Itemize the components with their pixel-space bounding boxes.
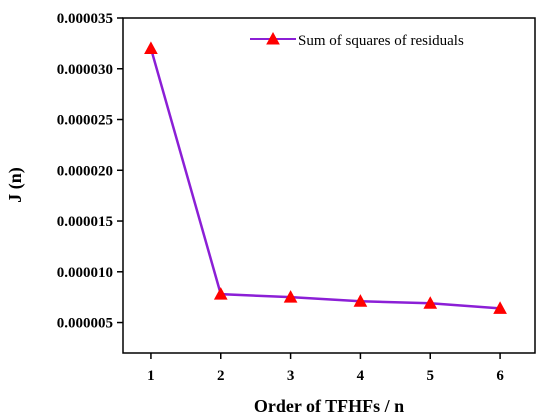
y-axis-title: J (n) xyxy=(5,167,26,203)
y-tick-label: 0.000025 xyxy=(57,113,113,129)
data-point-marker xyxy=(283,290,298,303)
y-tick-label: 0.000015 xyxy=(57,214,113,230)
x-tick-label: 6 xyxy=(496,368,504,384)
legend-label: Sum of squares of residuals xyxy=(298,33,464,49)
x-axis-ticks: 1 2 3 4 5 6 xyxy=(147,353,504,384)
data-point-marker xyxy=(213,287,228,300)
series-line xyxy=(149,48,501,310)
y-tick-label: 0.000005 xyxy=(57,316,113,332)
x-tick-label: 4 xyxy=(357,368,365,384)
series-layer xyxy=(144,41,507,314)
y-tick-label: 0.000030 xyxy=(57,62,113,78)
data-point-marker xyxy=(144,41,158,54)
data-point-marker xyxy=(423,296,438,309)
x-axis-title: Order of TFHFs / n xyxy=(254,396,404,416)
x-tick-label: 5 xyxy=(427,368,435,384)
plot-frame xyxy=(122,17,536,354)
data-point-marker xyxy=(353,294,368,307)
legend: Sum of squares of residuals xyxy=(250,31,464,49)
x-tick-label: 1 xyxy=(147,368,155,384)
y-tick-label: 0.000010 xyxy=(57,265,113,281)
y-tick-label: 0.000020 xyxy=(57,163,113,179)
x-tick-label: 2 xyxy=(217,368,225,384)
y-axis-ticks: 0.000005 0.000010 0.000015 0.000020 0.000025… xyxy=(57,11,123,332)
y-tick-label: 0.000035 xyxy=(57,11,113,27)
data-point-marker xyxy=(493,301,507,314)
x-tick-label: 3 xyxy=(287,368,295,384)
legend-triangle-marker xyxy=(266,31,280,45)
